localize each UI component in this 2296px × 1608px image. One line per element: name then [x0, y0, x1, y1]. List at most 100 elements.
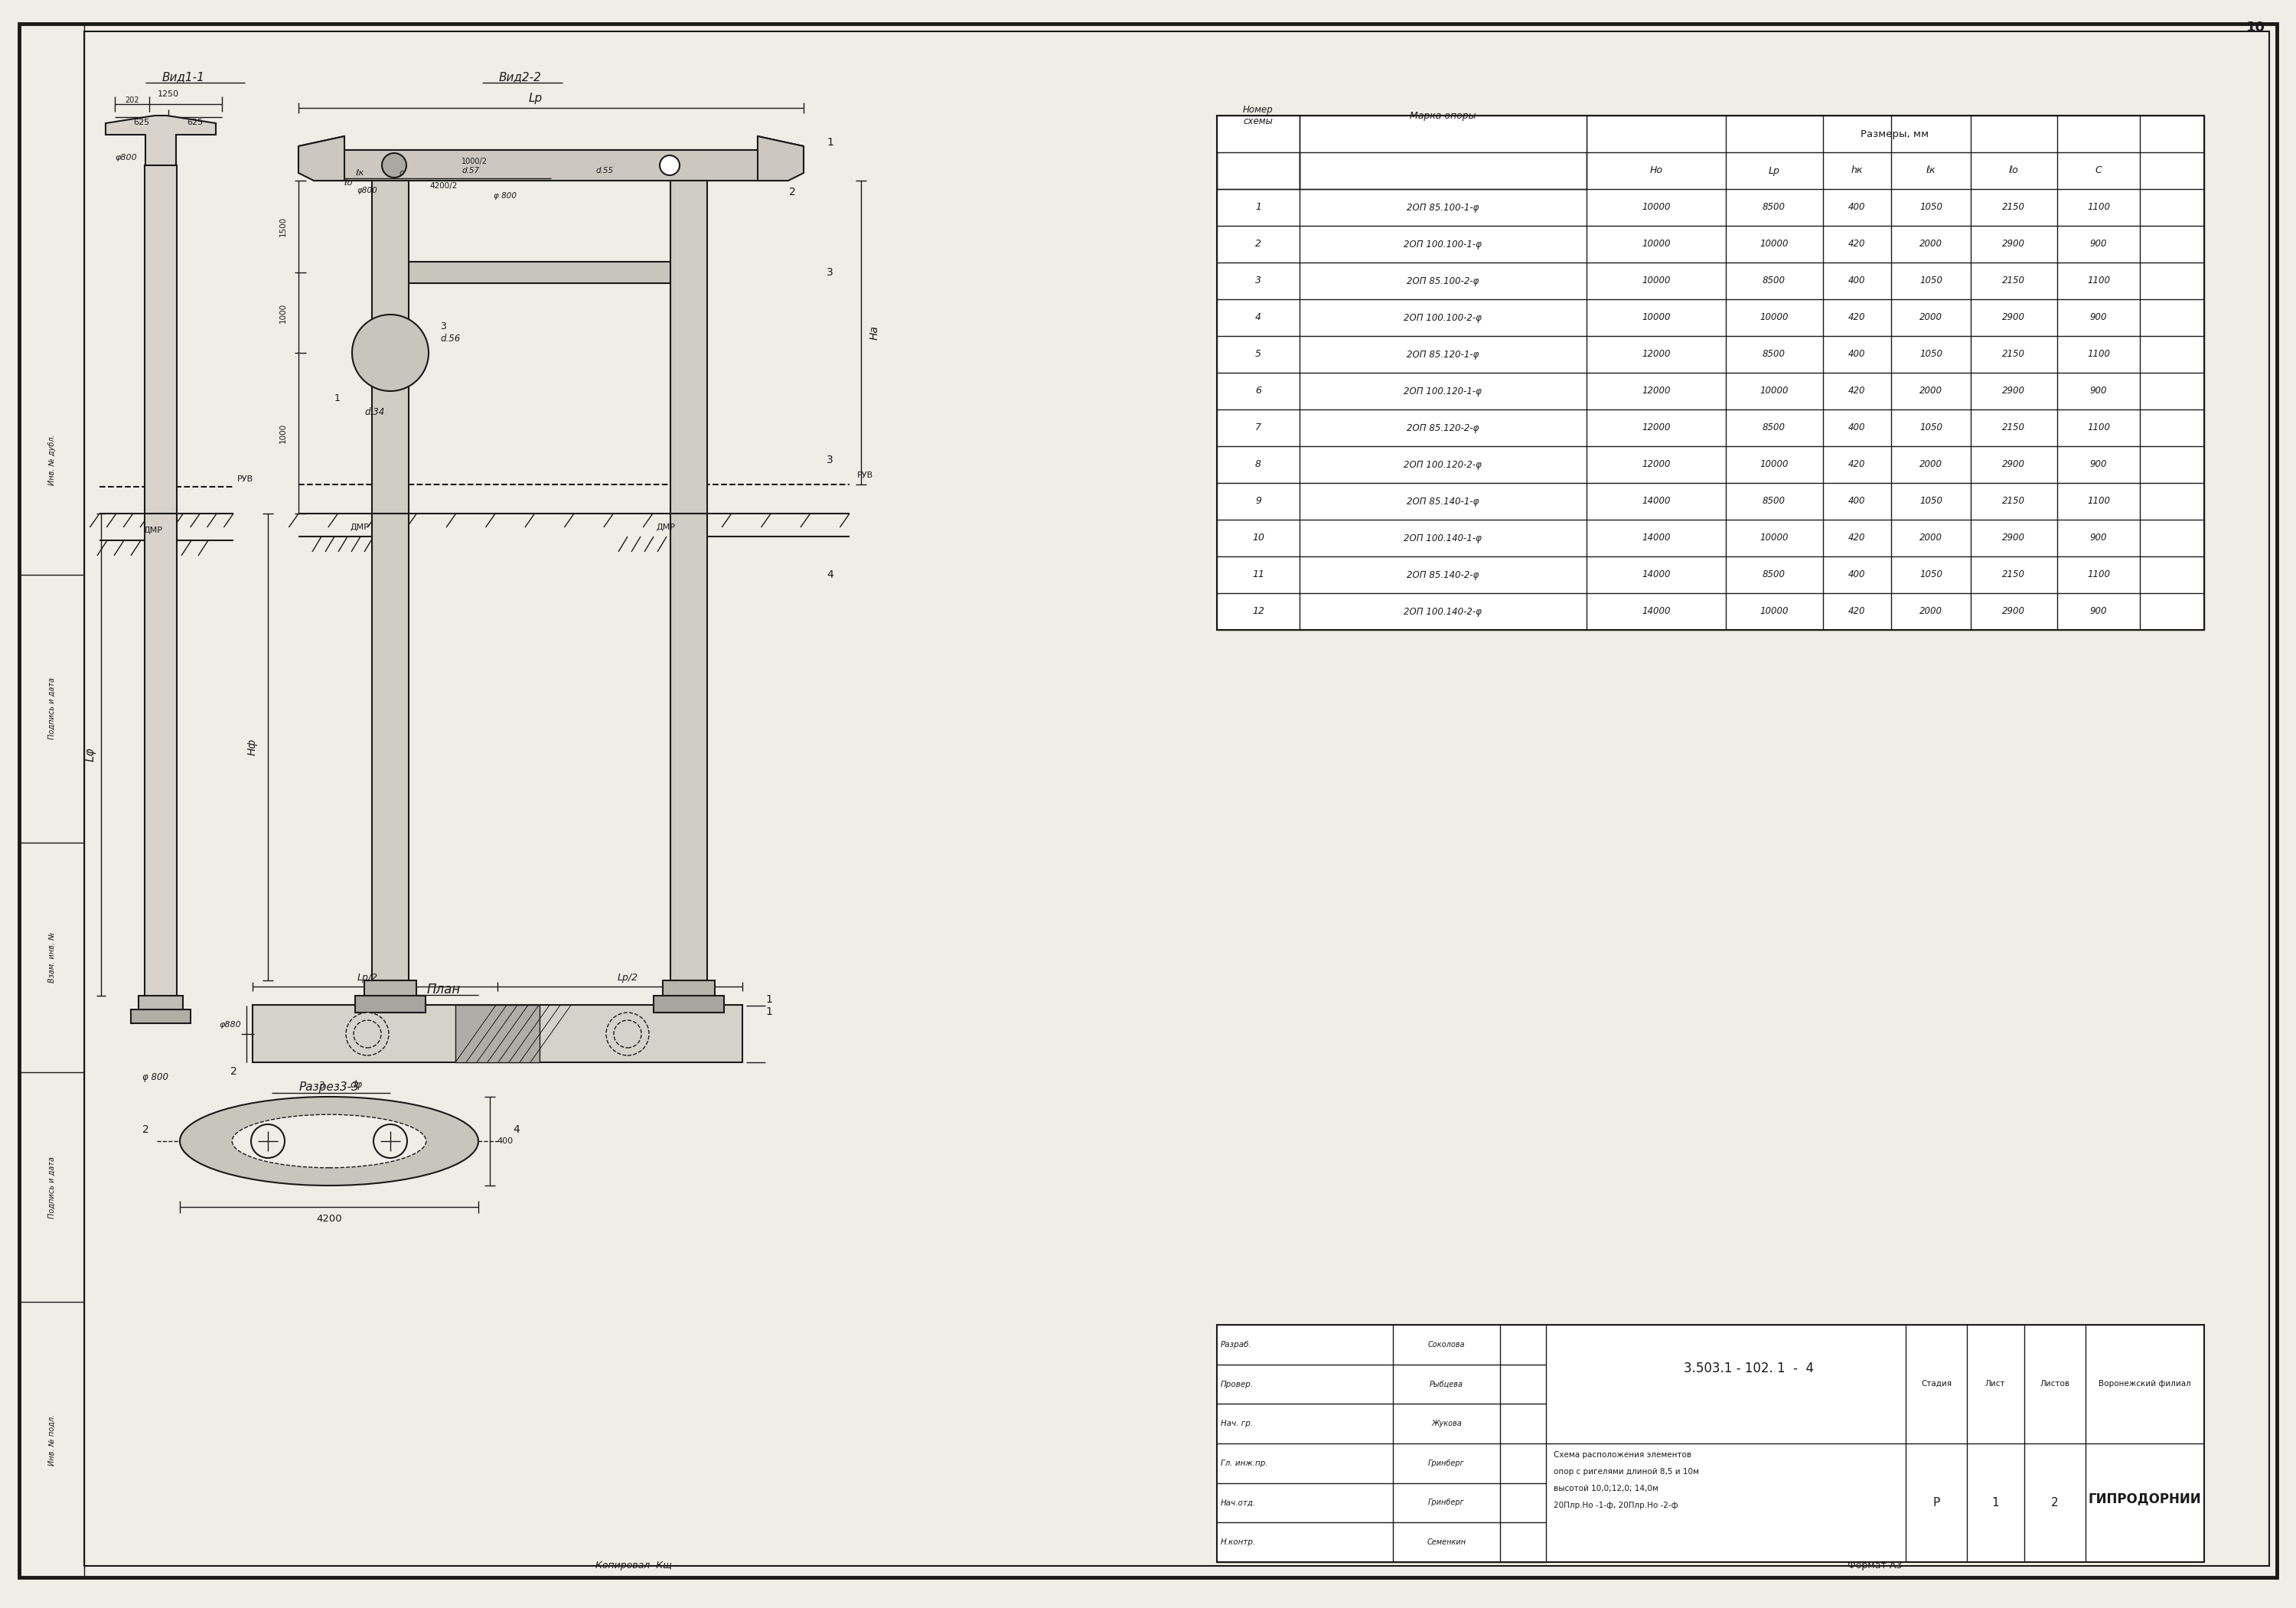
Bar: [315, 150, 788, 180]
Text: 2900: 2900: [2002, 606, 2025, 616]
Bar: [131, 1010, 191, 1023]
Text: 202: 202: [126, 96, 140, 105]
Text: ℓо: ℓо: [2009, 166, 2018, 175]
Bar: [365, 981, 416, 995]
Text: 4: 4: [1256, 312, 1261, 323]
Text: 420: 420: [1848, 534, 1864, 544]
Text: 900: 900: [2089, 386, 2108, 396]
Text: d.56: d.56: [441, 334, 459, 344]
Bar: [1300, 116, 1587, 190]
Ellipse shape: [179, 1097, 478, 1185]
Text: 2150: 2150: [2002, 203, 2025, 212]
Text: 1100: 1100: [2087, 349, 2110, 359]
Text: 1: 1: [1991, 1497, 2000, 1508]
Text: 8500: 8500: [1763, 349, 1786, 359]
Text: 420: 420: [1848, 606, 1864, 616]
Text: 10000: 10000: [1759, 240, 1789, 249]
Polygon shape: [106, 116, 216, 166]
Text: Lр/2: Lр/2: [618, 973, 638, 982]
Text: 1100: 1100: [2087, 423, 2110, 433]
Text: 12: 12: [1251, 606, 1265, 616]
Text: 2900: 2900: [2002, 386, 2025, 396]
Text: С: С: [2096, 166, 2101, 175]
Text: dφ: dφ: [349, 1081, 363, 1090]
Text: 4: 4: [514, 1124, 519, 1135]
Text: 420: 420: [1848, 240, 1864, 249]
Text: Гринберг: Гринберг: [1428, 1499, 1465, 1507]
Text: ℓк: ℓк: [356, 169, 365, 177]
Text: 2900: 2900: [2002, 534, 2025, 544]
Text: 3: 3: [319, 1081, 324, 1090]
Text: 2: 2: [2050, 1497, 2060, 1508]
Bar: [138, 995, 184, 1010]
Text: ДМР: ДМР: [142, 526, 163, 534]
Circle shape: [374, 1124, 406, 1158]
Text: φ 800: φ 800: [142, 1073, 168, 1082]
Text: 10: 10: [1251, 534, 1265, 544]
Text: Р: Р: [1933, 1497, 1940, 1508]
Text: Но: Но: [1649, 166, 1662, 175]
Bar: [315, 150, 788, 180]
Text: 2: 2: [1256, 240, 1261, 249]
Text: 900: 900: [2089, 240, 2108, 249]
Text: 2ОП 100.140-1-φ: 2ОП 100.140-1-φ: [1403, 534, 1481, 544]
Text: Разраб.: Разраб.: [1221, 1341, 1251, 1349]
Circle shape: [250, 1124, 285, 1158]
Bar: [145, 513, 177, 995]
Text: 400: 400: [1848, 423, 1864, 433]
Text: 11: 11: [1251, 569, 1265, 580]
Text: 12000: 12000: [1642, 423, 1671, 433]
Circle shape: [351, 315, 429, 391]
Text: 2ОП 100.120-1-φ: 2ОП 100.120-1-φ: [1403, 386, 1481, 396]
Text: Лист: Лист: [1986, 1380, 2004, 1388]
Text: 2ОП 85.140-2-φ: 2ОП 85.140-2-φ: [1407, 569, 1479, 580]
Text: 625: 625: [133, 119, 149, 127]
Bar: [145, 166, 177, 513]
Text: Lр/2: Lр/2: [356, 973, 379, 982]
Text: Нач. гр.: Нач. гр.: [1221, 1420, 1254, 1428]
Text: 1: 1: [767, 1007, 771, 1018]
Text: Листов: Листов: [2039, 1380, 2071, 1388]
Text: 10: 10: [2245, 21, 2266, 34]
Text: d.57: d.57: [461, 167, 480, 175]
Text: 10000: 10000: [1759, 534, 1789, 544]
Text: Провер.: Провер.: [1221, 1380, 1254, 1388]
Bar: [1217, 116, 1300, 190]
Text: 20Плр.Но -1-ф, 20Плр.Но -2-ф: 20Плр.Но -1-ф, 20Плр.Но -2-ф: [1554, 1502, 1678, 1510]
Text: 2ОП 85.100-1-φ: 2ОП 85.100-1-φ: [1407, 203, 1479, 212]
Bar: [1217, 116, 2204, 630]
Polygon shape: [298, 137, 344, 180]
Bar: [1300, 116, 1587, 151]
Text: опор с ригелями длиной 8,5 и 10м: опор с ригелями длиной 8,5 и 10м: [1554, 1468, 1699, 1476]
Text: Схема расположения элементов: Схема расположения элементов: [1554, 1450, 1692, 1458]
Text: 10000: 10000: [1642, 203, 1671, 212]
Circle shape: [606, 1013, 650, 1055]
Text: 400: 400: [1848, 569, 1864, 580]
Text: 2150: 2150: [2002, 277, 2025, 286]
Text: 1050: 1050: [1919, 277, 1942, 286]
Text: 1050: 1050: [1919, 569, 1942, 580]
Text: 900: 900: [2089, 312, 2108, 323]
Text: 1000: 1000: [280, 423, 287, 444]
Text: План: План: [427, 982, 461, 997]
Text: 2: 2: [142, 1124, 149, 1135]
Text: Соколова: Соколова: [1428, 1341, 1465, 1349]
Text: 3: 3: [441, 322, 445, 331]
Text: 400: 400: [1848, 349, 1864, 359]
Text: 2: 2: [230, 1066, 236, 1077]
Circle shape: [347, 1013, 388, 1055]
Text: Разрез3-3: Разрез3-3: [298, 1082, 358, 1093]
Text: Hа: Hа: [870, 326, 879, 341]
Text: 2ОП 100.120-2-φ: 2ОП 100.120-2-φ: [1403, 460, 1481, 470]
Bar: [670, 513, 707, 981]
Text: 2ОП 85.120-1-φ: 2ОП 85.120-1-φ: [1407, 349, 1479, 359]
Text: Жукова: Жукова: [1430, 1420, 1463, 1428]
Text: 12000: 12000: [1642, 460, 1671, 470]
Text: 2ОП 85.100-2-φ: 2ОП 85.100-2-φ: [1407, 277, 1479, 286]
Text: 400: 400: [1848, 497, 1864, 507]
Text: 4: 4: [827, 569, 833, 580]
Text: 2ОП 85.120-2-φ: 2ОП 85.120-2-φ: [1407, 423, 1479, 433]
Text: Инв. № дубл.: Инв. № дубл.: [48, 434, 55, 486]
Bar: [18, 24, 85, 1577]
Text: 2ОП 100.140-2-φ: 2ОП 100.140-2-φ: [1403, 606, 1481, 616]
